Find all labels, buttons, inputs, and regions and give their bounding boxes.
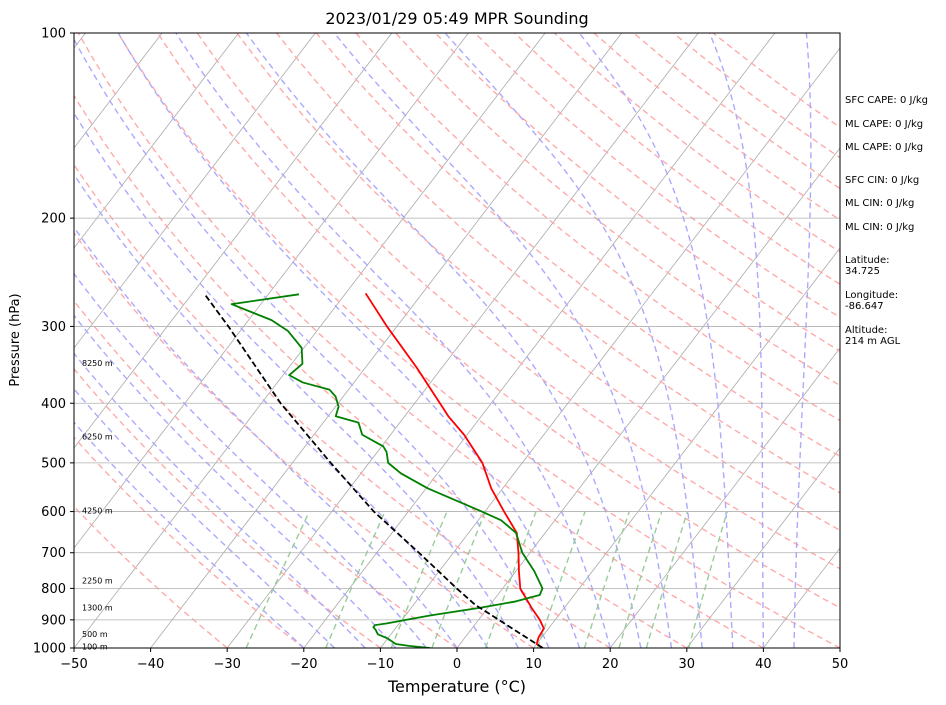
dry-adiabat-line — [74, 436, 305, 648]
moist-adiabat-line — [74, 226, 458, 648]
y-tick-label: 300 — [41, 320, 66, 335]
chart-title: 2023/01/29 05:49 MPR Sounding — [325, 9, 588, 28]
dry-adiabat-line — [395, 33, 840, 387]
dry-adiabat-line — [74, 163, 611, 648]
y-tick-label: 200 — [41, 212, 66, 227]
moist-adiabat-line — [74, 173, 489, 648]
isotherm-line — [150, 33, 623, 648]
isotherm-line — [74, 33, 240, 249]
dry-adiabat-line — [74, 231, 534, 648]
dry-adiabat-line — [74, 94, 688, 648]
y-tick-label: 1000 — [33, 642, 66, 657]
ml-cin-label: ML CIN: 0 J/kg — [845, 198, 915, 209]
sfc-cape-label: SFC CAPE: 0 J/kg — [845, 95, 928, 106]
moist-adiabat-line — [74, 352, 366, 648]
x-tick-label: 20 — [602, 657, 619, 672]
x-tick-label: −10 — [367, 657, 394, 672]
height-label: 100 m — [82, 642, 108, 651]
height-label: 6250 m — [82, 433, 113, 442]
dry-adiabat-line — [236, 33, 840, 532]
moist-adiabat-line — [74, 272, 427, 648]
x-tick-label: −50 — [60, 657, 87, 672]
moist-adiabat-line — [74, 37, 550, 648]
y-tick-label: 400 — [41, 397, 66, 412]
sounding-profiles — [203, 292, 545, 648]
dry-adiabat-line — [77, 33, 764, 648]
background-lines — [74, 33, 840, 648]
x-tick-label: 50 — [832, 657, 849, 672]
height-label: 2250 m — [82, 577, 113, 586]
dry-adiabat-line — [276, 33, 840, 494]
dry-adiabat-line — [156, 33, 840, 609]
isotherm-line — [74, 33, 393, 449]
isotherm-line — [226, 33, 699, 648]
y-tick-label: 900 — [41, 613, 66, 628]
moist-adiabat-line — [333, 33, 673, 648]
dry-adiabat-line — [196, 33, 840, 570]
dry-adiabat-line — [74, 299, 458, 648]
x-tick-label: 0 — [453, 657, 461, 672]
x-tick-label: −40 — [137, 657, 164, 672]
sfc-cin-label: SFC CIN: 0 J/kg — [845, 175, 920, 186]
longitude-label: Longitude: -86.647 — [845, 290, 899, 312]
x-axis-ticks: −50 −40 −30 −20 −10 0 10 20 30 40 50 — [60, 648, 848, 672]
moist-adiabat-line — [117, 33, 581, 648]
altitude-label: Altitude: 214 m AGL — [845, 325, 901, 347]
isotherm-line — [609, 347, 840, 648]
dewpoint-profile-line — [230, 293, 544, 648]
height-label: 8250 m — [82, 359, 113, 368]
ml-cape-label-2: ML CAPE: 0 J/kg — [845, 142, 924, 153]
ml-cin-label-2: ML CIN: 0 J/kg — [845, 222, 915, 233]
moist-adiabat-line — [74, 421, 305, 648]
y-tick-label: 500 — [41, 456, 66, 471]
latitude-label: Latitude: 34.725 — [845, 255, 890, 277]
height-label: 1300 m — [82, 603, 113, 612]
x-tick-label: −20 — [290, 657, 317, 672]
x-axis-label: Temperature (°C) — [387, 677, 526, 696]
parcel-profile-line — [203, 292, 544, 648]
moist-adiabat-line — [74, 387, 335, 648]
x-tick-label: 30 — [679, 657, 696, 672]
isotherm-line — [74, 33, 163, 149]
height-labels: 100 m 500 m 1300 m 2250 m 4250 m 6250 m 8250 m — [82, 359, 113, 652]
moist-adiabat-line — [793, 33, 812, 648]
y-axis-label: Pressure (hPa) — [8, 293, 23, 386]
x-tick-label: 40 — [755, 657, 772, 672]
isotherm-line — [74, 33, 469, 549]
x-tick-label: 10 — [525, 657, 542, 672]
y-tick-label: 600 — [41, 505, 66, 520]
x-tick-label: −30 — [213, 657, 240, 672]
y-tick-label: 700 — [41, 546, 66, 561]
moist-adiabat-line — [175, 33, 611, 648]
height-label: 4250 m — [82, 507, 113, 516]
y-axis-ticks: 100 200 300 400 500 600 700 800 900 1000 — [33, 27, 74, 657]
ml-cape-label: ML CAPE: 0 J/kg — [845, 119, 924, 130]
dry-adiabat-line — [315, 33, 840, 458]
dry-adiabat-line — [514, 33, 840, 286]
isotherm-line — [686, 447, 840, 648]
y-tick-label: 100 — [41, 27, 66, 42]
isotherm-line — [74, 33, 316, 349]
isotherm-line — [303, 33, 776, 648]
moist-adiabat-line — [708, 33, 765, 648]
isotherm-line — [380, 47, 840, 648]
dry-adiabat-line — [117, 33, 840, 648]
y-tick-label: 800 — [41, 582, 66, 597]
height-label: 500 m — [82, 630, 108, 639]
moist-adiabat-line — [444, 33, 703, 648]
moist-adiabat-line — [578, 33, 734, 648]
dry-adiabat-line — [355, 33, 840, 422]
isotherm-line — [74, 33, 546, 648]
isotherm-line — [533, 247, 840, 648]
